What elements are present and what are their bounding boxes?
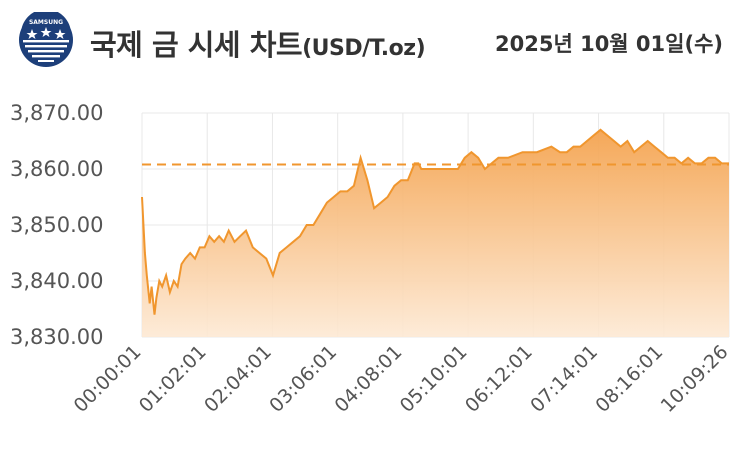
title-text: 국제 금 시세 차트 <box>90 28 303 62</box>
x-tick-label: 10:09:26 <box>657 341 733 417</box>
page-title: 국제 금 시세 차트(USD/T.oz) <box>90 22 426 64</box>
x-tick-label: 03:06:01 <box>265 341 341 417</box>
x-tick-label: 01:02:01 <box>135 341 211 417</box>
y-tick-label: 3,850.00 <box>10 213 104 237</box>
y-tick-label: 3,830.00 <box>10 325 104 349</box>
y-axis: 3,830.00 3,840.00 3,850.00 3,860.00 3,870.00 <box>10 101 104 349</box>
x-tick-label: 05:10:01 <box>396 341 472 417</box>
price-line <box>141 128 729 315</box>
y-tick-label: 3,840.00 <box>10 269 104 293</box>
title-unit: (USD/T.oz) <box>302 36 426 61</box>
samsung-gold-logo: SAMSUNG <box>19 12 73 67</box>
price-area <box>142 129 729 337</box>
x-tick-label: 02:04:01 <box>200 341 276 417</box>
svg-text:SAMSUNG: SAMSUNG <box>29 19 63 26</box>
date-label: 2025년 10월 01일(수) <box>495 32 723 56</box>
x-tick-label: 07:14:01 <box>526 341 602 417</box>
x-tick-label: 04:08:01 <box>331 341 407 417</box>
y-tick-label: 3,870.00 <box>10 101 104 125</box>
y-tick-label: 3,860.00 <box>10 157 104 181</box>
x-tick-label: 06:12:01 <box>461 341 537 417</box>
gold-price-chart: 3,830.00 3,840.00 3,850.00 3,860.00 3,870.00… <box>10 101 733 417</box>
x-tick-label: 00:00:01 <box>70 341 146 417</box>
x-tick-label: 08:16:01 <box>591 341 667 417</box>
header: SAMSUNG 국제 금 시세 차트(USD/T.oz) 2025년 10월 0… <box>0 0 743 80</box>
x-axis: 00:00:0101:02:0102:04:0103:06:0104:08:01… <box>70 341 733 417</box>
